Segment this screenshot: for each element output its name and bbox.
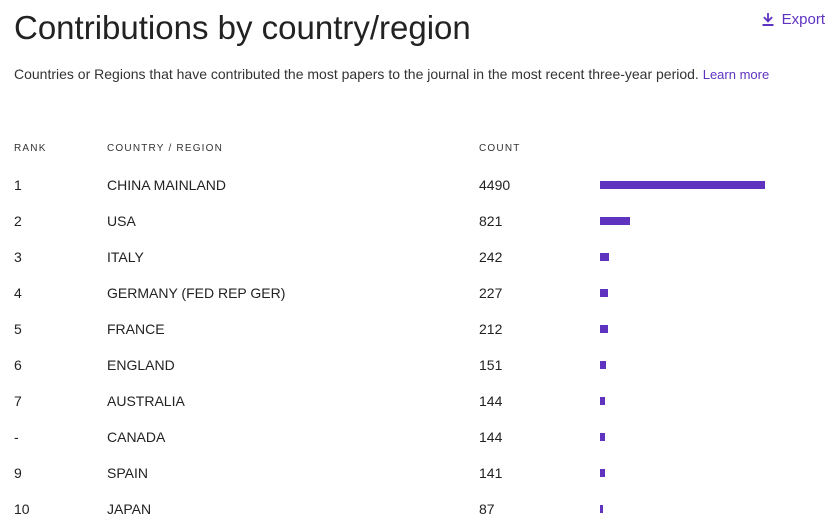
count-bar xyxy=(600,217,630,225)
export-label: Export xyxy=(781,11,825,28)
table-row: - CANADA 144 xyxy=(0,419,829,455)
rank-cell: - xyxy=(14,429,19,445)
description-text: Countries or Regions that have contribut… xyxy=(14,66,699,82)
country-cell: ITALY xyxy=(107,249,144,265)
count-bar xyxy=(600,361,606,369)
table-row: 5 FRANCE 212 xyxy=(0,311,829,347)
country-cell: SPAIN xyxy=(107,465,148,481)
description: Countries or Regions that have contribut… xyxy=(14,62,819,87)
rank-cell: 10 xyxy=(14,501,30,517)
download-icon xyxy=(762,13,774,26)
table-row: 6 ENGLAND 151 xyxy=(0,347,829,383)
table-row: 7 AUSTRALIA 144 xyxy=(0,383,829,419)
count-cell: 212 xyxy=(479,321,503,337)
table-row: 10 JAPAN 87 xyxy=(0,491,829,527)
count-cell: 242 xyxy=(479,249,503,265)
column-header-count: COUNT xyxy=(479,143,521,154)
count-cell: 227 xyxy=(479,285,503,301)
page-title: Contributions by country/region xyxy=(14,9,471,46)
column-header-rank: RANK xyxy=(14,143,47,154)
count-bar xyxy=(600,433,605,441)
rank-cell: 9 xyxy=(14,465,22,481)
count-bar xyxy=(600,325,608,333)
country-cell: JAPAN xyxy=(107,501,152,517)
rank-cell: 7 xyxy=(14,393,22,409)
table-row: 3 ITALY 242 xyxy=(0,239,829,275)
count-cell: 87 xyxy=(479,501,495,517)
count-cell: 151 xyxy=(479,357,503,373)
count-cell: 4490 xyxy=(479,177,511,193)
rank-cell: 2 xyxy=(14,213,22,229)
rank-cell: 6 xyxy=(14,357,22,373)
country-cell: AUSTRALIA xyxy=(107,393,185,409)
count-bar xyxy=(600,505,603,513)
country-cell: GERMANY (FED REP GER) xyxy=(107,285,286,301)
export-button[interactable]: Export xyxy=(762,11,825,28)
count-bar xyxy=(600,469,605,477)
country-cell: USA xyxy=(107,213,136,229)
country-cell: CHINA MAINLAND xyxy=(107,177,227,193)
column-header-country: COUNTRY / REGION xyxy=(107,143,224,154)
country-cell: CANADA xyxy=(107,429,166,445)
count-cell: 144 xyxy=(479,393,503,409)
table-row: 2 USA 821 xyxy=(0,203,829,239)
count-bar xyxy=(600,397,605,405)
rank-cell: 5 xyxy=(14,321,22,337)
count-cell: 141 xyxy=(479,465,503,481)
rank-cell: 4 xyxy=(14,285,22,301)
table-row: 1 CHINA MAINLAND 4490 xyxy=(0,167,829,203)
rank-cell: 3 xyxy=(14,249,22,265)
rank-cell: 1 xyxy=(14,177,22,193)
count-cell: 821 xyxy=(479,213,503,229)
country-cell: ENGLAND xyxy=(107,357,175,373)
country-cell: FRANCE xyxy=(107,321,165,337)
count-bar xyxy=(600,253,609,261)
table-row: 9 SPAIN 141 xyxy=(0,455,829,491)
learn-more-link[interactable]: Learn more xyxy=(702,67,770,82)
table-row: 4 GERMANY (FED REP GER) 227 xyxy=(0,275,829,311)
count-bar xyxy=(600,181,765,189)
count-cell: 144 xyxy=(479,429,503,445)
count-bar xyxy=(600,289,608,297)
